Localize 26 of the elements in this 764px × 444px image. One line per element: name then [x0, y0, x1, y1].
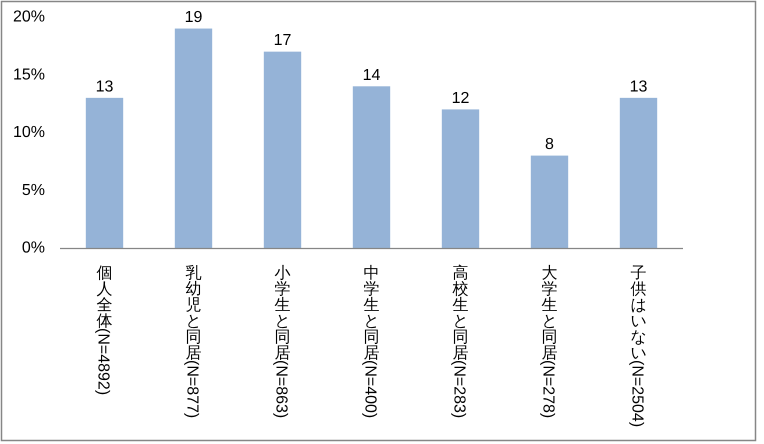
bar: [620, 98, 658, 248]
category-label: 子供はいない(N=2504): [628, 264, 646, 428]
y-tick-label: 10%: [12, 124, 45, 141]
data-label: 13: [96, 78, 114, 96]
category-label: 高校生と同居(N=283): [450, 264, 468, 418]
data-label: 17: [274, 32, 292, 50]
y-tick-label: 0%: [22, 240, 45, 256]
y-tick-label: 15%: [12, 66, 45, 84]
category-label: 個人全体(N=4892): [94, 264, 112, 396]
category-label: 小学生と同居(N=863): [272, 264, 290, 418]
bar: [174, 28, 212, 248]
bar: [442, 109, 480, 248]
y-tick-label: 20%: [12, 8, 45, 26]
category-label: 中学生と同居(N=400): [362, 264, 380, 418]
data-label: 13: [630, 78, 648, 96]
category-label: 大学生と同居(N=278): [540, 264, 558, 418]
data-label: 19: [184, 9, 202, 26]
data-label: 8: [545, 136, 554, 154]
category-label: 乳幼児と同居(N=877): [184, 264, 202, 418]
bar: [86, 98, 124, 248]
bar: [530, 156, 568, 248]
data-label: 14: [362, 66, 380, 84]
bar: [264, 52, 302, 248]
y-tick-label: 5%: [22, 182, 45, 199]
data-label: 12: [452, 90, 470, 107]
bar: [352, 86, 390, 248]
